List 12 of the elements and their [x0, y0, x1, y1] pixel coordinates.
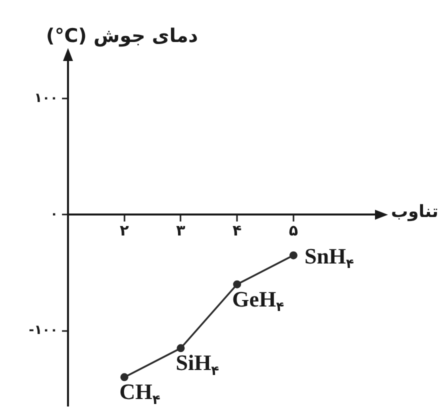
point: [176, 344, 185, 352]
point: [289, 251, 298, 260]
x-axis-title: تناوب: [391, 202, 438, 222]
x-tick-label: ۳: [176, 222, 186, 240]
y-tick-label: ۱۰۰: [34, 91, 58, 106]
x-tick-label: ۲: [120, 222, 129, 240]
point: [120, 373, 128, 382]
x-tick-label: ۴: [232, 222, 242, 240]
x-tick-label: ۵: [288, 222, 298, 240]
point: [233, 280, 242, 288]
y-tick-label: ۰: [50, 207, 58, 222]
y-tick-label: -۱۰۰: [28, 323, 58, 338]
